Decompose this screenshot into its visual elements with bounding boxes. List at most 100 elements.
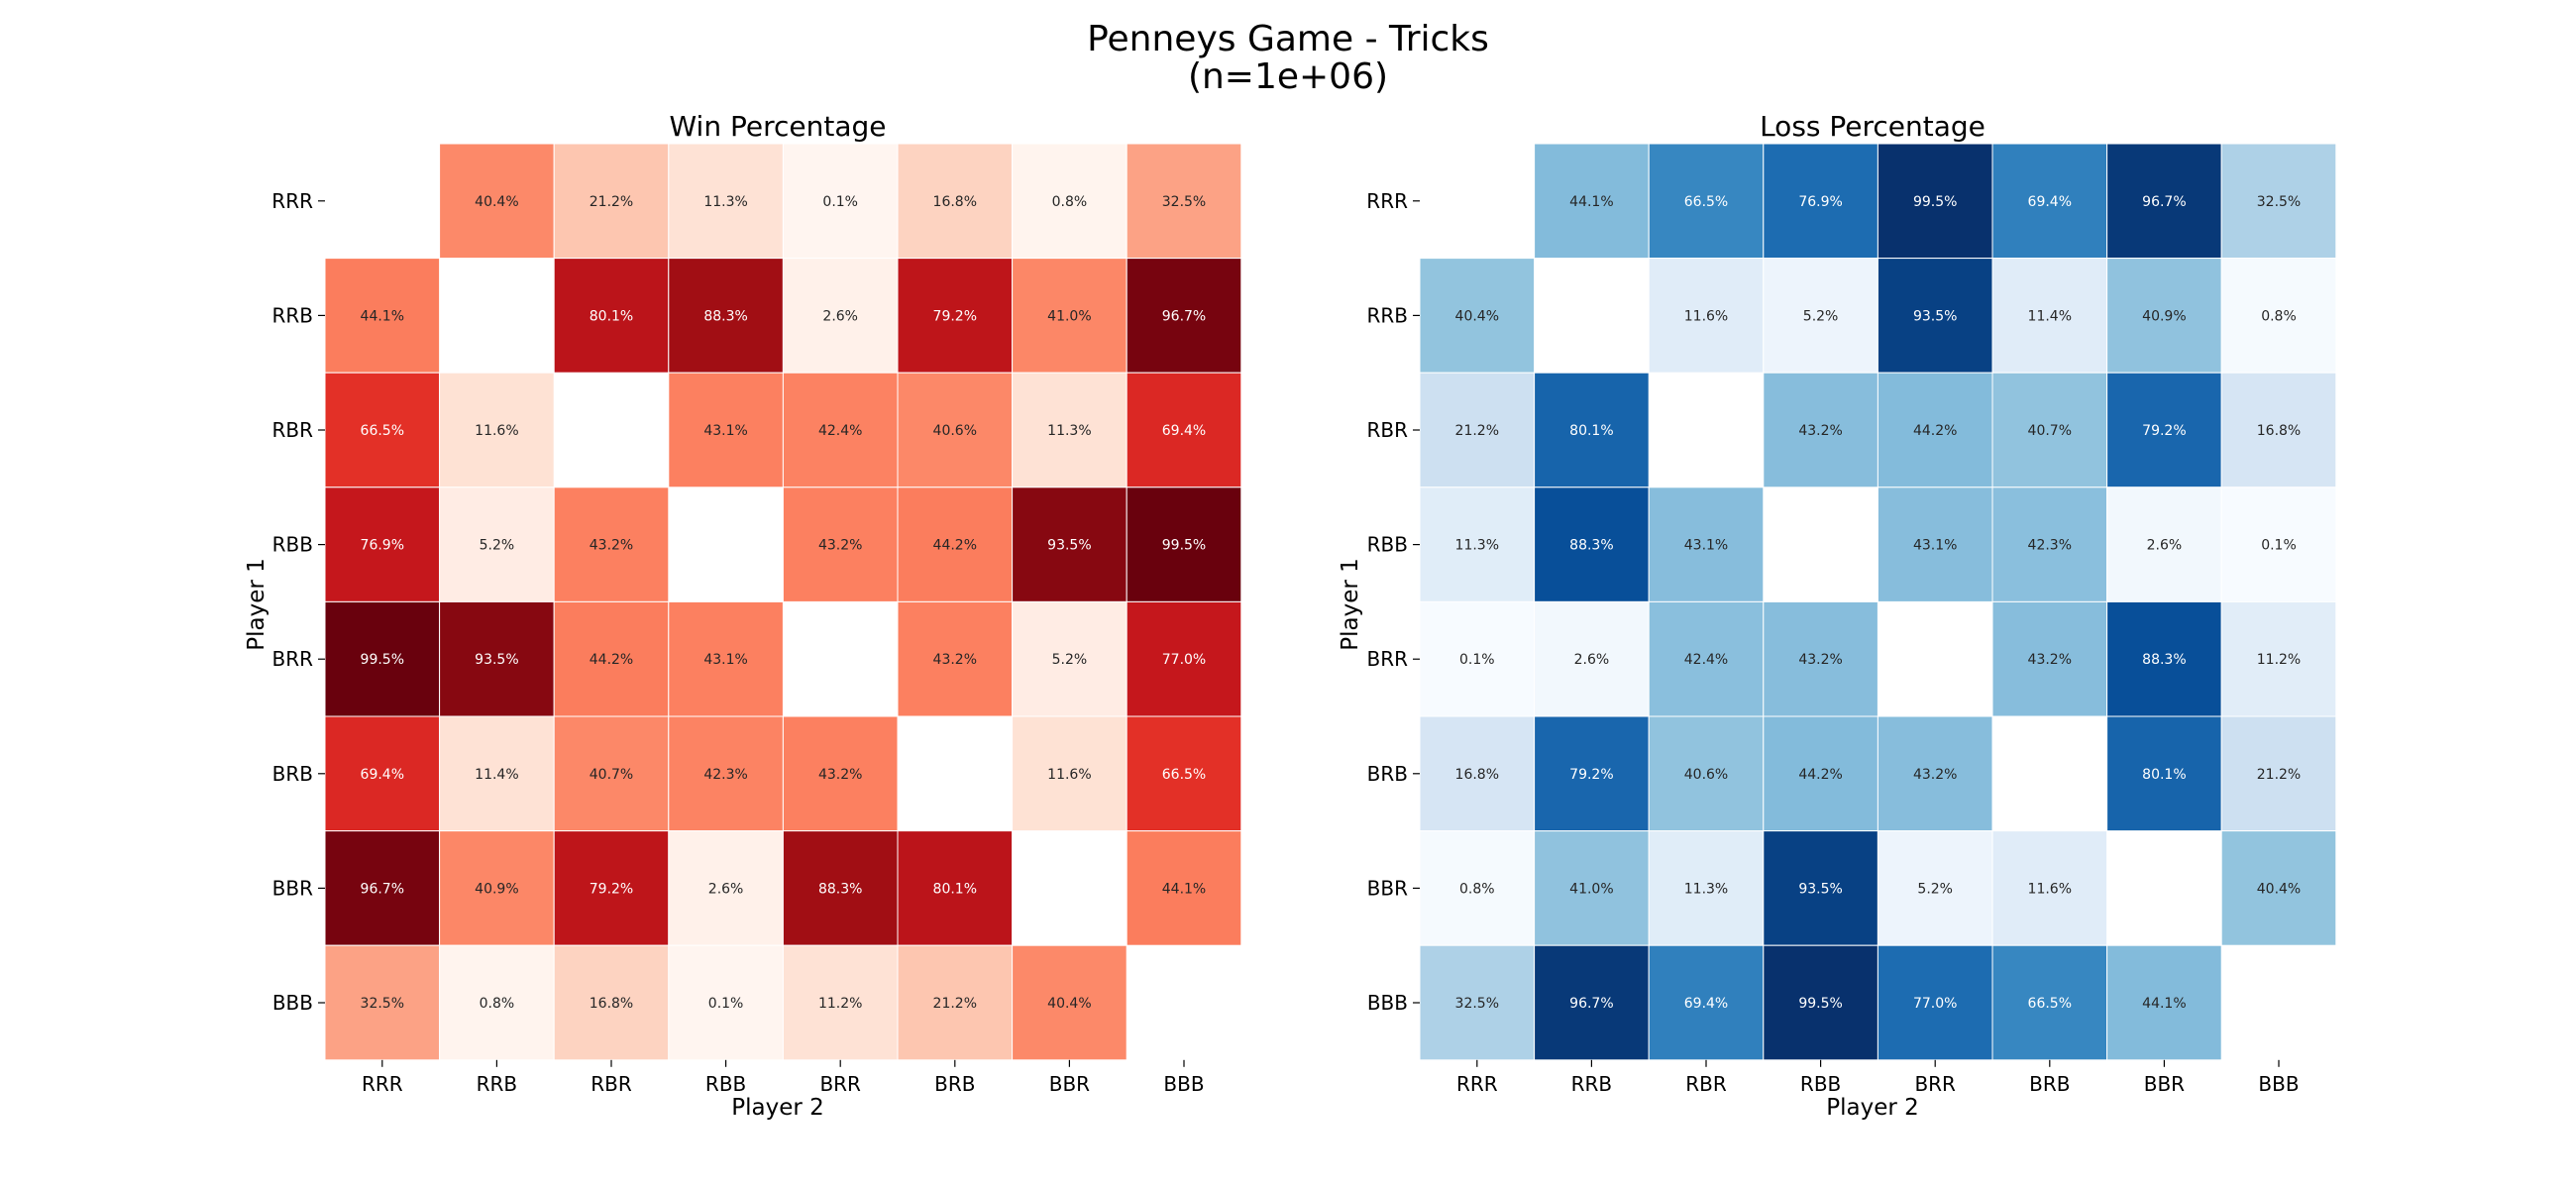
win-cell-label: 69.4% [1162,423,1206,439]
win-cell-rbb-bbb [1126,486,1242,602]
loss-cell-label: 0.1% [1459,652,1495,668]
win-cell-brr-bbb [1126,600,1242,717]
win-cell-bbr-brb [897,830,1014,946]
win-cell-label: 43.2% [818,538,862,554]
win-cell-label: 43.2% [933,652,977,668]
loss-cell-bbr-rbr [1648,830,1765,946]
loss-cell-label: 96.7% [2142,194,2186,210]
win-cell-label: 5.2% [1052,652,1088,668]
win-cell-label: 11.3% [1047,423,1091,439]
win-cell-label: 21.2% [590,194,633,210]
win-cell-label: 2.6% [822,308,858,324]
win-cell-rrr-brr [782,143,899,260]
loss-cell-label: 11.6% [1684,308,1728,324]
loss-cell-bbr-bbb [2220,830,2337,946]
win-cell-label: 40.6% [933,423,977,439]
loss-cell-brb-rbb [1763,715,1878,832]
loss-cell-rbb-bbb [2220,486,2337,602]
loss-heatmap-x-ticks: RRR RRB RBR RBB BRR BRB BBR BBB [1456,1059,2300,1096]
win-cell-rrb-bbb [1126,258,1242,374]
loss-cell-label: 11.3% [1455,538,1499,554]
loss-cell-rbr-bbb [2220,372,2337,488]
loss-x-tick-label: BBB [2258,1072,2299,1096]
loss-y-tick-label: BRR [1366,647,1408,671]
loss-cell-label: 69.4% [1684,996,1728,1012]
loss-cell-label: 79.2% [1569,767,1613,783]
loss-y-tick-label: RBR [1366,418,1408,442]
loss-heatmap-y-ticks: RRR RRB RBR RBB BRR BRB BBR BBB [1366,189,1420,1015]
loss-cell-label: 32.5% [1455,996,1499,1012]
loss-cell-bbb-brb [1991,944,2108,1061]
win-cell-label: 16.8% [933,194,977,210]
loss-cell-brb-brr [1877,715,1993,832]
win-heatmap-x-axis-label: Player 2 [731,1095,824,1121]
win-cell-rrr-brb [897,143,1014,260]
win-cell-rrb-brb [897,258,1014,374]
win-cell-label: 11.6% [475,423,518,439]
loss-cell-label: 42.4% [1684,652,1728,668]
loss-cell-rrr-bbr [2106,143,2222,260]
win-cell-label: 40.9% [475,881,518,897]
win-y-tick-label: RBR [271,418,313,442]
loss-heatmap: Loss Percentage 44.1% 66.5% 76.9% 99.5% 69.4… [1338,110,2337,1121]
loss-cell-label: 40.4% [2257,881,2301,897]
win-cell-label: 43.1% [703,652,747,668]
loss-cell-label: 79.2% [2142,423,2186,439]
loss-x-tick-label: RBR [1685,1072,1727,1096]
win-cell-label: 32.5% [1162,194,1206,210]
loss-y-tick-label: RRR [1366,189,1408,213]
win-cell-brr-rrr [324,600,441,717]
loss-cell-label: 41.0% [1569,881,1613,897]
loss-cell-brb-bbb [2220,715,2337,832]
loss-cell-label: 43.2% [1798,652,1842,668]
win-cell-rrr-rbb [668,143,784,260]
win-heatmap-title: Win Percentage [669,110,886,143]
win-cell-label: 44.1% [1162,881,1206,897]
win-cell-label: 66.5% [361,423,404,439]
win-cell-label: 66.5% [1162,767,1206,783]
loss-x-tick-label: RRB [1571,1072,1613,1096]
loss-cell-rbb-rbr [1648,486,1765,602]
win-x-tick-label: BBB [1163,1072,1204,1096]
win-cell-label: 11.2% [818,996,862,1012]
loss-cell-label: 42.3% [2028,538,2072,554]
loss-cell-bbb-rrr [1419,944,1536,1061]
win-cell-label: 0.8% [480,996,515,1012]
win-y-tick-label: BRB [272,762,313,786]
win-x-tick-label: RRB [477,1072,518,1096]
loss-y-tick-label: RRB [1366,303,1408,327]
win-cell-rrb-rbr [553,258,670,374]
win-cell-rbr-bbb [1126,372,1242,488]
loss-cell-label: 69.4% [2028,194,2072,210]
win-cell-label: 76.9% [361,538,404,554]
win-cell-label: 0.1% [822,194,858,210]
win-x-tick-label: BRB [934,1072,975,1096]
win-cell-label: 43.2% [590,538,633,554]
loss-cell-brr-rbb [1763,600,1878,717]
win-cell-label: 11.4% [475,767,518,783]
win-cell-bbb-rbb [668,944,784,1061]
loss-heatmap-y-axis-label: Player 1 [1338,558,1363,651]
loss-cell-rrb-bbb [2220,258,2337,374]
loss-y-tick-label: BBR [1367,876,1408,900]
loss-cell-bbr-brb [1991,830,2108,946]
loss-cell-label: 99.5% [1798,996,1842,1012]
loss-cell-brr-brb [1991,600,2108,717]
loss-cell-label: 5.2% [1803,308,1839,324]
loss-cell-label: 11.6% [2028,881,2072,897]
win-cell-brr-rbr [553,600,670,717]
loss-cell-rrb-bbr [2106,258,2222,374]
win-heatmap-cells: 40.4% 21.2% 11.3% 0.1% 16.8% 0.8% 32.5% 44.1% 80… [324,143,1242,1061]
loss-cell-label: 21.2% [2257,767,2301,783]
win-cell-brb-rbr [553,715,670,832]
win-x-tick-label: BRR [819,1072,861,1096]
win-cell-label: 43.1% [703,423,747,439]
win-y-tick-label: BRR [271,647,313,671]
loss-cell-label: 96.7% [1569,996,1613,1012]
win-heatmap-x-ticks: RRR RRB RBR RBB BRR BRB BBR BBB [362,1059,1205,1096]
figure-subtitle: (n=1e+06) [1188,56,1388,97]
loss-cell-label: 80.1% [2142,767,2186,783]
loss-cell-rrb-rbb [1763,258,1878,374]
win-cell-label: 11.3% [703,194,747,210]
